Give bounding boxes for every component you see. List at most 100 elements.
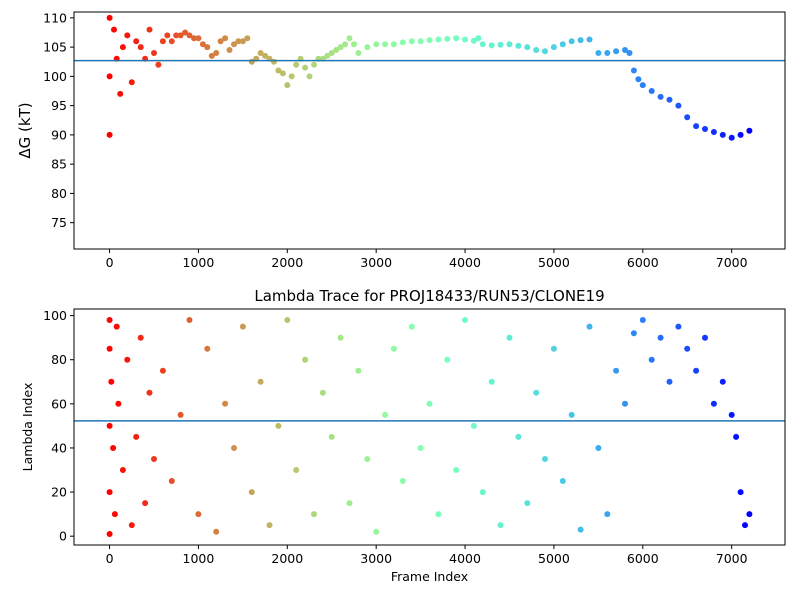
lambda-point xyxy=(382,411,389,418)
delta-g-point xyxy=(506,41,513,48)
delta-g-point xyxy=(262,52,269,59)
lambda-point xyxy=(497,522,504,529)
lambda-point xyxy=(266,522,273,529)
lambda-point xyxy=(462,317,469,323)
delta-g-y-tick-label: 80 xyxy=(51,186,67,201)
delta-g-point xyxy=(284,82,291,89)
delta-g-y-tick-label: 110 xyxy=(43,10,67,25)
lambda-point xyxy=(106,317,113,323)
lambda-point xyxy=(106,489,113,496)
lambda-trace-points xyxy=(106,317,753,537)
delta-g-point xyxy=(408,38,415,45)
delta-g-point xyxy=(275,67,282,74)
lambda-point xyxy=(195,511,202,518)
delta-g-y-tick-label: 105 xyxy=(43,40,67,55)
lambda-point xyxy=(293,467,300,473)
delta-g-point xyxy=(226,47,233,53)
delta-g-point xyxy=(119,44,126,51)
lambda-point xyxy=(426,400,433,407)
lambda-y-tick-label: 60 xyxy=(51,396,67,411)
lambda-point xyxy=(106,345,113,352)
delta-g-point xyxy=(146,26,153,33)
delta-g-point xyxy=(271,58,277,65)
delta-g-point xyxy=(355,50,362,56)
delta-g-point xyxy=(168,38,175,45)
lambda-point xyxy=(186,317,193,323)
delta-g-point xyxy=(133,38,140,45)
delta-g-point xyxy=(515,42,522,49)
lambda-point xyxy=(559,478,566,484)
lambda-point xyxy=(137,334,144,341)
delta-g-y-tick-label: 85 xyxy=(51,157,67,172)
delta-g-point xyxy=(390,41,397,48)
lambda-point xyxy=(159,367,166,374)
delta-g-point xyxy=(382,41,389,48)
delta-g-point xyxy=(559,41,566,48)
lambda-point xyxy=(239,323,246,330)
lambda-point xyxy=(622,400,628,407)
lambda-point xyxy=(702,334,708,341)
delta-g-x-tick-label: 7000 xyxy=(716,255,748,270)
lambda-y-tick-label: 0 xyxy=(59,529,67,544)
lambda-point xyxy=(284,317,291,323)
lambda-x-tick-label: 0 xyxy=(106,551,114,566)
delta-g-point xyxy=(213,50,220,56)
lambda-point xyxy=(524,500,531,507)
delta-g-point xyxy=(626,50,633,56)
delta-g-point xyxy=(710,129,717,135)
lambda-point xyxy=(453,467,460,473)
delta-g-point xyxy=(106,73,113,80)
delta-g-point xyxy=(164,32,171,39)
lambda-point xyxy=(319,389,326,396)
lambda-point xyxy=(630,330,637,337)
lambda-point xyxy=(550,345,557,352)
delta-g-point xyxy=(302,64,309,71)
delta-g-point xyxy=(208,52,215,59)
lambda-trace-panel: 0 1000 2000 3000 4000 5000 6000 7000 0 20 40 60 80 1… xyxy=(20,287,786,584)
lambda-point xyxy=(604,511,611,518)
delta-g-point xyxy=(257,50,264,56)
lambda-point xyxy=(119,467,126,473)
lambda-point xyxy=(733,433,740,440)
delta-g-point xyxy=(124,32,131,39)
lambda-point xyxy=(311,511,317,518)
delta-g-point xyxy=(622,47,628,53)
lambda-point xyxy=(124,356,131,363)
lambda-point xyxy=(586,323,593,330)
delta-g-point xyxy=(719,131,726,138)
delta-g-x-tick-label: 2000 xyxy=(271,255,303,270)
lambda-point xyxy=(373,528,380,535)
lambda-point xyxy=(146,389,153,396)
lambda-x-tick-label: 2000 xyxy=(271,551,303,566)
lambda-point xyxy=(613,367,620,374)
lambda-y-tick-label: 40 xyxy=(51,440,67,455)
delta-g-point xyxy=(648,88,655,94)
delta-g-point xyxy=(728,134,735,141)
lambda-axes-frame xyxy=(73,308,786,546)
delta-g-point xyxy=(324,52,331,59)
delta-g-point xyxy=(470,37,477,44)
delta-g-y-ticks: 75 80 85 90 95 100 105 110 xyxy=(43,10,74,230)
delta-g-point xyxy=(666,96,673,103)
lambda-trace-title: Lambda Trace for PROJ18433/RUN53/CLONE19 xyxy=(254,287,604,305)
delta-g-point xyxy=(191,35,197,42)
delta-g-point xyxy=(550,44,557,51)
delta-g-point xyxy=(488,42,495,49)
delta-g-point xyxy=(288,73,295,80)
lambda-point xyxy=(302,356,309,363)
delta-g-point xyxy=(479,41,486,48)
delta-g-x-tick-label: 0 xyxy=(106,255,114,270)
delta-g-point xyxy=(657,93,664,100)
delta-g-point xyxy=(111,26,117,33)
lambda-point xyxy=(257,378,264,385)
lambda-point xyxy=(742,522,748,529)
delta-g-point xyxy=(586,36,593,43)
delta-g-point xyxy=(604,50,611,56)
lambda-x-tick-label: 5000 xyxy=(538,551,570,566)
delta-g-point xyxy=(279,70,286,77)
lambda-point xyxy=(364,456,371,462)
lambda-point xyxy=(684,345,691,352)
lambda-point xyxy=(111,511,118,518)
lambda-point xyxy=(444,356,451,363)
lambda-point xyxy=(435,511,442,518)
